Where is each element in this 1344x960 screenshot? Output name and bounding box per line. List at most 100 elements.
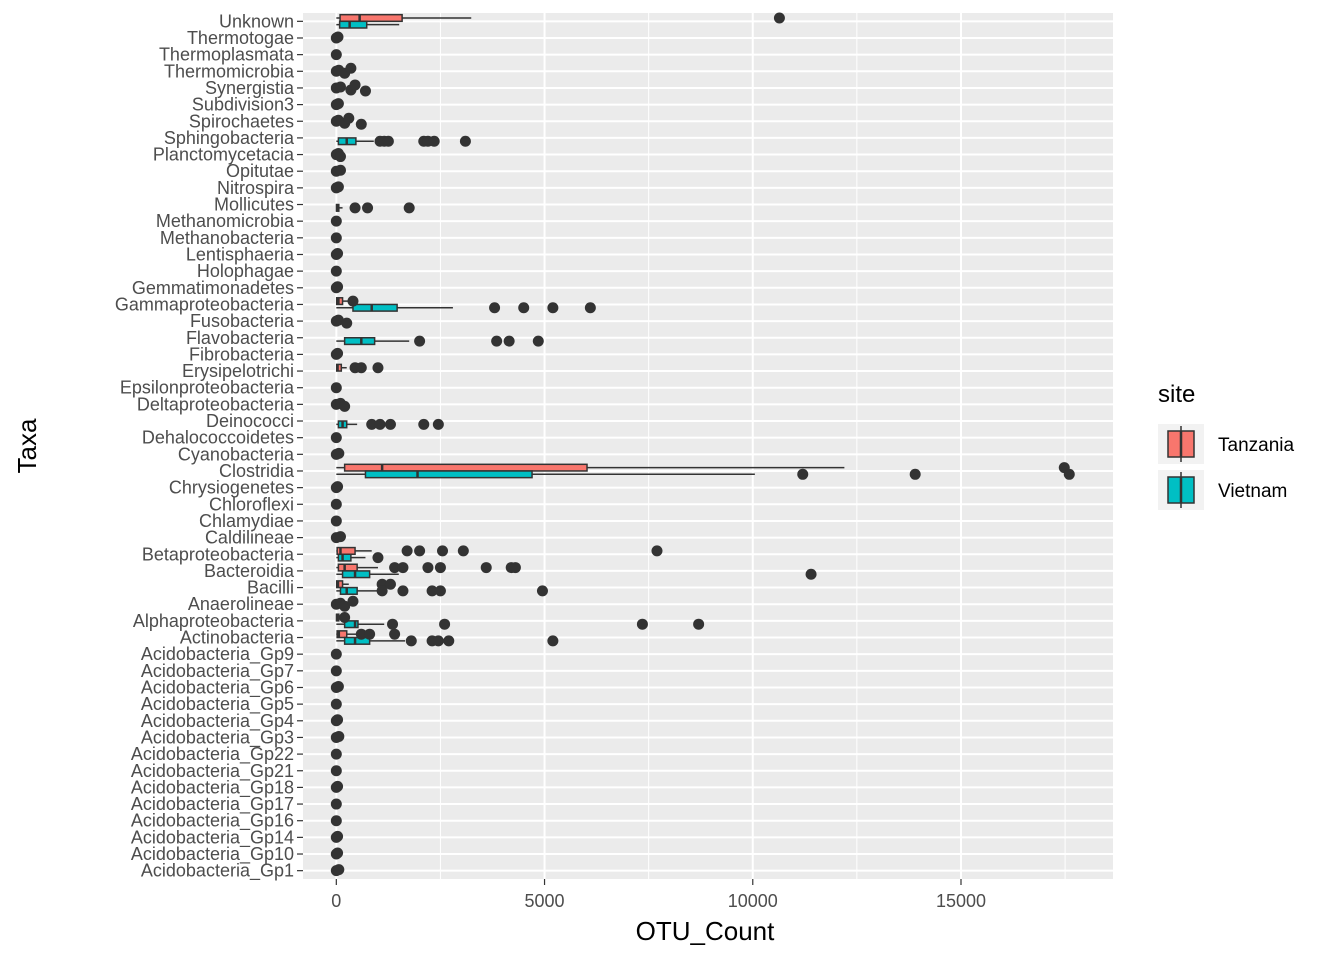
point-epsilonproteobacteria bbox=[330, 382, 342, 394]
point-anaerolineae bbox=[339, 600, 351, 612]
point-nitrospira bbox=[332, 181, 344, 193]
outlier-point bbox=[432, 635, 444, 647]
outlier-point bbox=[503, 335, 515, 347]
outlier-point bbox=[347, 295, 359, 307]
outlier-point bbox=[384, 418, 396, 430]
y-tick-label-chrysiogenetes: Chrysiogenetes bbox=[169, 478, 294, 498]
outlier-point bbox=[339, 612, 351, 624]
box-iqr bbox=[339, 13, 403, 23]
box-tanzania-bacilli bbox=[335, 580, 349, 589]
y-tick-label-acidobacteria-gp9: Acidobacteria_Gp9 bbox=[141, 644, 294, 665]
outlier-point bbox=[773, 12, 785, 24]
outlier-point bbox=[355, 362, 367, 374]
outlier-point bbox=[372, 552, 384, 564]
box-iqr bbox=[343, 636, 371, 645]
y-tick-label-gammaproteobacteria: Gammaproteobacteria bbox=[115, 294, 295, 314]
box-vietnam-unknown bbox=[336, 20, 400, 29]
box-iqr bbox=[337, 553, 352, 562]
point-acidobacteria-gp1 bbox=[333, 864, 345, 876]
y-tick-label-mollicutes: Mollicutes bbox=[214, 195, 294, 215]
box-vietnam-bacteroidia bbox=[336, 570, 399, 579]
point-gemmatimonadetes bbox=[332, 281, 344, 293]
outlier-point bbox=[362, 202, 374, 214]
y-tick-label-holophagae: Holophagae bbox=[197, 261, 294, 281]
point-acidobacteria-gp16 bbox=[330, 815, 342, 827]
outlier-point bbox=[459, 135, 471, 147]
point-synergistia bbox=[349, 79, 361, 91]
y-axis: Acidobacteria_Gp1Acidobacteria_Gp10Acido… bbox=[115, 11, 303, 882]
box-vietnam-sphingobacteria bbox=[336, 137, 374, 146]
outlier-point bbox=[443, 635, 455, 647]
outlier-point bbox=[434, 585, 446, 597]
y-tick-label-flavobacteria: Flavobacteria bbox=[186, 328, 295, 348]
y-tick-label-lentisphaeria: Lentisphaeria bbox=[186, 244, 295, 264]
y-tick-label-acidobacteria-gp14: Acidobacteria_Gp14 bbox=[131, 827, 294, 848]
y-tick-label-acidobacteria-gp1: Acidobacteria_Gp1 bbox=[141, 861, 294, 882]
box-vietnam-clostridia bbox=[336, 470, 755, 479]
y-tick-label-erysipelotrichi: Erysipelotrichi bbox=[182, 361, 294, 381]
outlier-point bbox=[909, 468, 921, 480]
y-tick-label-sphingobacteria: Sphingobacteria bbox=[164, 128, 295, 148]
outlier-point bbox=[491, 335, 503, 347]
point-caldilineae bbox=[334, 531, 346, 543]
outlier-point bbox=[518, 302, 530, 314]
outlier-point bbox=[651, 545, 663, 557]
point-acidobacteria-gp3 bbox=[333, 730, 345, 742]
point-holophagae bbox=[330, 265, 342, 277]
gridlines bbox=[303, 13, 1113, 879]
y-tick-label-chlamydiae: Chlamydiae bbox=[199, 511, 294, 531]
box-vietnam-gammaproteobacteria bbox=[336, 303, 453, 312]
point-fusobacteria bbox=[341, 317, 353, 329]
outlier-point bbox=[374, 418, 386, 430]
box-vietnam-bacilli bbox=[336, 586, 378, 595]
box-vietnam-actinobacteria bbox=[336, 636, 406, 645]
outlier-point bbox=[405, 635, 417, 647]
outlier-point bbox=[426, 585, 438, 597]
outlier-point bbox=[489, 302, 501, 314]
y-tick-label-actinobacteria: Actinobacteria bbox=[180, 628, 295, 648]
point-acidobacteria-gp5 bbox=[330, 698, 342, 710]
y-tick-label-methanobacteria: Methanobacteria bbox=[160, 228, 295, 248]
box-tanzania-actinobacteria bbox=[336, 630, 358, 639]
outlier-point bbox=[418, 418, 430, 430]
legend-title: site bbox=[1158, 381, 1195, 408]
outlier-point bbox=[693, 618, 705, 630]
y-tick-label-thermomicrobia: Thermomicrobia bbox=[164, 61, 295, 81]
box-tanzania-erysipelotrichi bbox=[335, 363, 347, 372]
point-methanomicrobia bbox=[330, 215, 342, 227]
box-tanzania-betaproteobacteria bbox=[336, 546, 372, 555]
outlier-point bbox=[376, 585, 388, 597]
y-tick-label-gemmatimonadetes: Gemmatimonadetes bbox=[132, 278, 294, 298]
box-vietnam-deinococci bbox=[336, 420, 358, 429]
box-layer bbox=[335, 13, 845, 645]
y-tick-label-unknown: Unknown bbox=[219, 11, 294, 31]
box-iqr bbox=[336, 630, 348, 639]
point-lentisphaeria bbox=[332, 247, 344, 259]
point-acidobacteria-gp17 bbox=[330, 798, 342, 810]
outlier-point bbox=[397, 585, 409, 597]
point-acidobacteria-gp6 bbox=[332, 680, 344, 692]
y-tick-label-acidobacteria-gp21: Acidobacteria_Gp21 bbox=[131, 761, 294, 782]
box-vietnam-betaproteobacteria bbox=[336, 553, 366, 562]
x-axis: 0 5000 10000 15000 bbox=[331, 879, 986, 911]
outlier-point bbox=[389, 628, 401, 640]
y-tick-label-thermoplasmata: Thermoplasmata bbox=[159, 45, 295, 65]
point-chloroflexi bbox=[330, 498, 342, 510]
point-chrysiogenetes bbox=[332, 481, 344, 493]
x-tick-label: 15000 bbox=[936, 891, 986, 911]
y-tick-label-thermotogae: Thermotogae bbox=[187, 28, 294, 48]
outlier-point bbox=[387, 618, 399, 630]
outlier-point bbox=[536, 585, 548, 597]
outlier-point bbox=[428, 135, 440, 147]
point-acidobacteria-gp21 bbox=[330, 765, 342, 777]
point-acidobacteria-gp18 bbox=[332, 780, 344, 792]
outlier-point bbox=[797, 468, 809, 480]
point-synergistia bbox=[334, 81, 346, 93]
outlier-point bbox=[355, 628, 367, 640]
point-acidobacteria-gp22 bbox=[330, 748, 342, 760]
y-tick-label-fusobacteria: Fusobacteria bbox=[190, 311, 295, 331]
points-layer bbox=[330, 12, 1075, 877]
outlier-point bbox=[532, 335, 544, 347]
point-chlamydiae bbox=[330, 515, 342, 527]
point-acidobacteria-gp7 bbox=[330, 665, 342, 677]
